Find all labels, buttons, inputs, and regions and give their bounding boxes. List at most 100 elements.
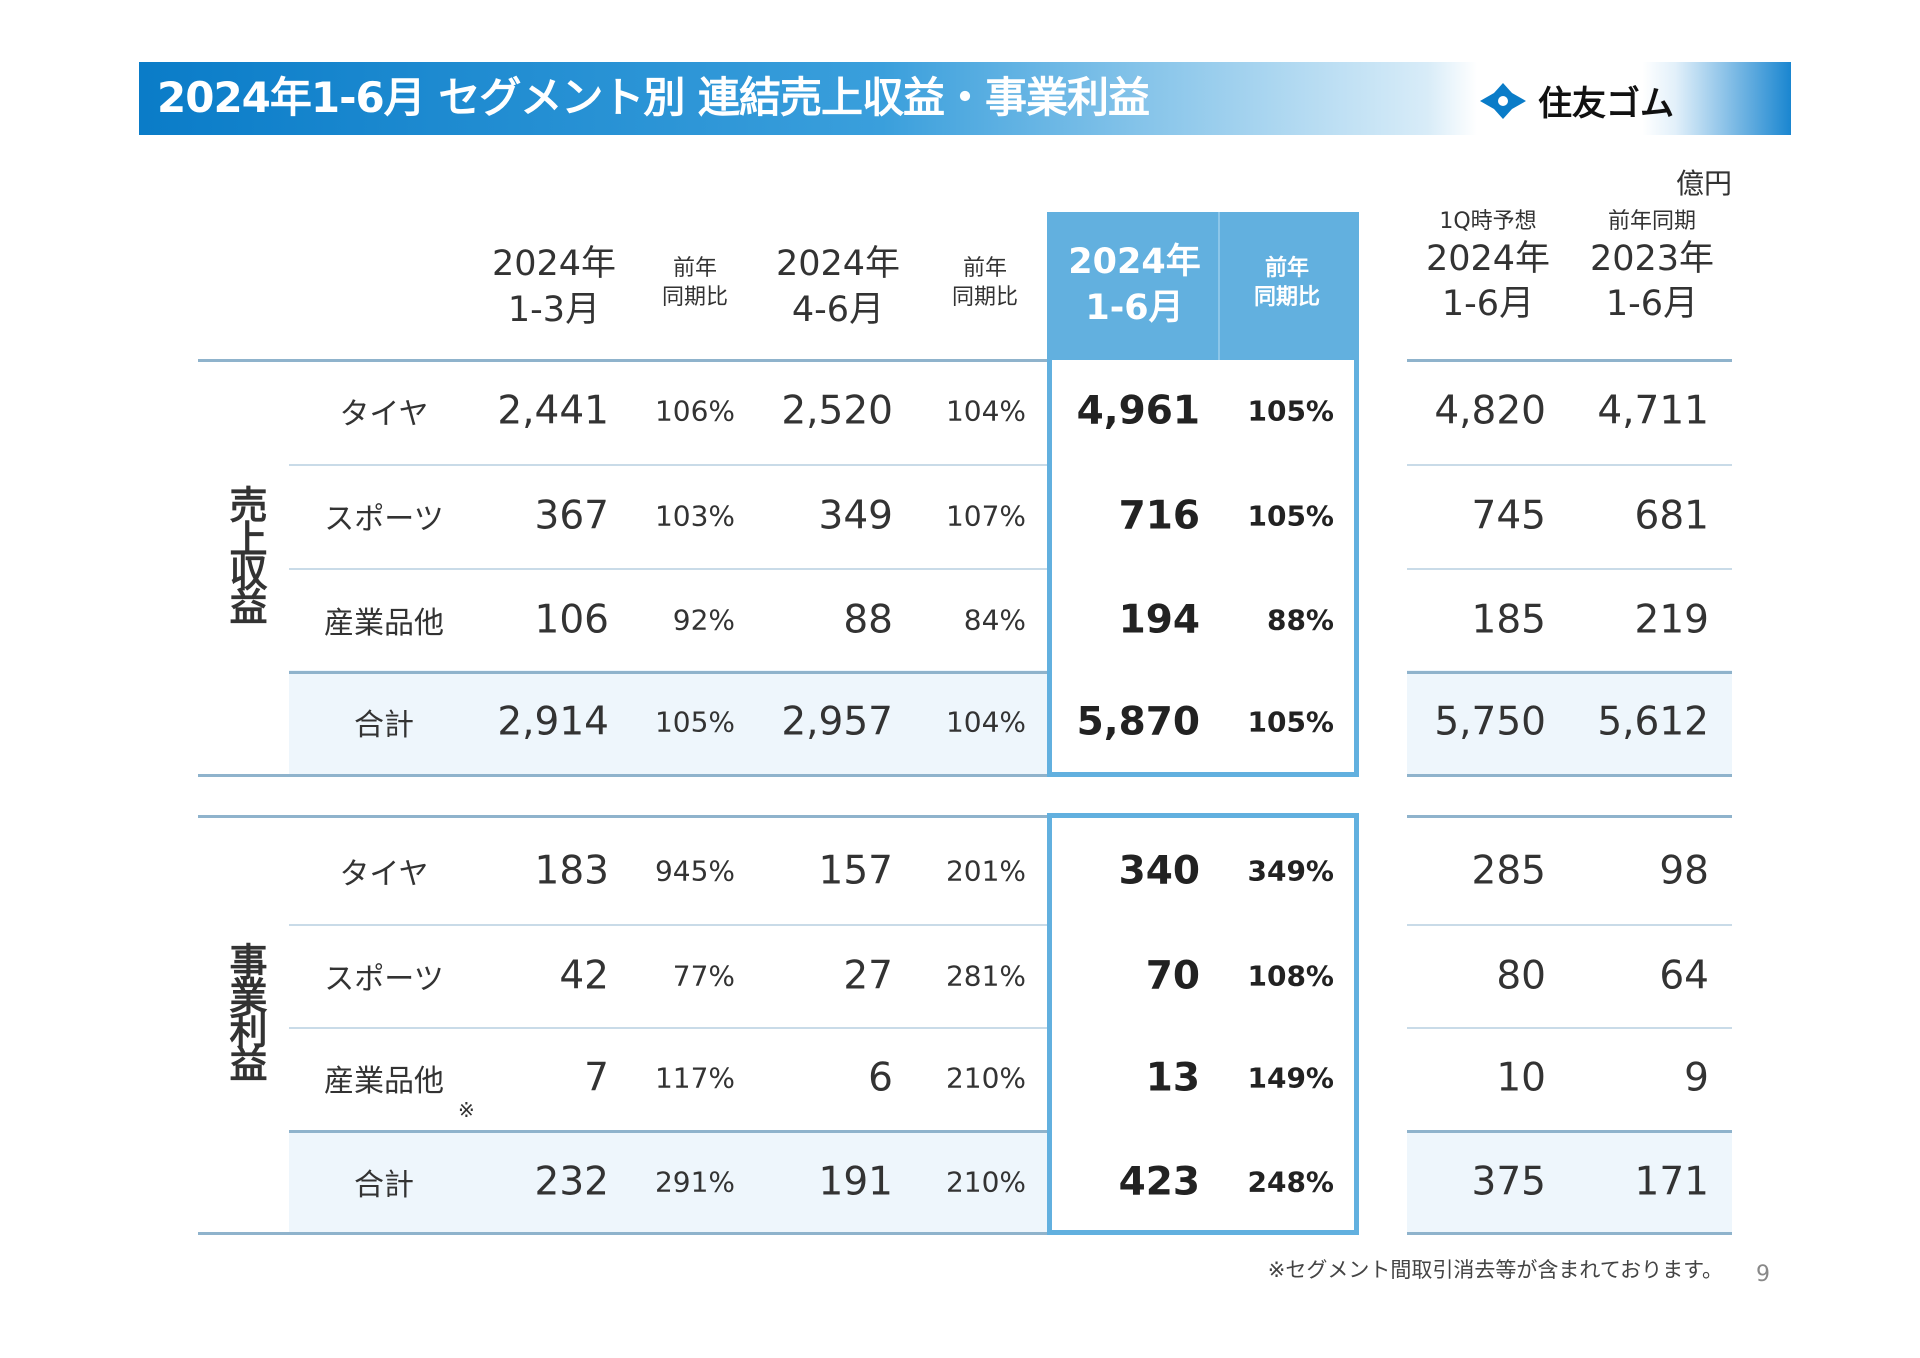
row-label: タイヤ (339, 397, 429, 432)
footnote-mark: ※ (458, 1098, 475, 1122)
cell-h1: 70 (1145, 953, 1200, 999)
row-separator (1407, 568, 1732, 570)
total-row-bg (1407, 670, 1732, 774)
row-separator (1407, 924, 1732, 926)
header-q2: 2024年 4-6月 (775, 244, 901, 330)
cell-q2: 157 (818, 848, 893, 894)
cell-q1: 183 (534, 848, 609, 894)
cell-q2-yoy: 104% (945, 394, 1026, 428)
row-separator (289, 464, 1047, 466)
cell-h1-yoy: 105% (1247, 394, 1334, 428)
page-number: 9 (1756, 1262, 1770, 1287)
cell-q1: 106 (534, 597, 609, 643)
cell-forecast: 745 (1471, 493, 1546, 539)
section-top-line (1407, 359, 1732, 362)
highlight-header-bg (1047, 212, 1359, 360)
cell-q2-yoy: 210% (945, 1165, 1026, 1199)
header-q1: 2024年 1-3月 (491, 244, 617, 330)
cell-h1: 423 (1118, 1159, 1200, 1205)
row-separator (1407, 464, 1732, 466)
row-separator (1407, 671, 1732, 674)
logo-mark-icon (1480, 82, 1526, 119)
header-divider (1218, 212, 1220, 360)
cell-h1-yoy: 349% (1247, 854, 1334, 888)
cell-q2-yoy: 107% (945, 499, 1026, 533)
cell-q2: 88 (843, 597, 893, 643)
row-label: スポーツ (324, 502, 444, 537)
cell-q2-yoy: 104% (945, 705, 1026, 739)
cell-q2: 27 (843, 953, 893, 999)
cell-h1: 340 (1118, 848, 1200, 894)
logo-text: 住友ゴム (1538, 84, 1674, 124)
cell-q1-yoy: 291% (654, 1165, 735, 1199)
header-prev: 前年同期 2023年 1-6月 (1589, 209, 1715, 325)
cell-q1: 2,441 (497, 388, 609, 434)
cell-prev: 98 (1659, 848, 1709, 894)
cell-h1-yoy: 88% (1266, 603, 1334, 637)
total-row-bg (289, 670, 1047, 774)
row-separator (289, 671, 1047, 674)
cell-prev: 4,711 (1597, 388, 1709, 434)
cell-forecast: 375 (1471, 1159, 1546, 1205)
row-label: スポーツ (324, 962, 444, 997)
cell-prev: 9 (1684, 1055, 1709, 1101)
cell-q1-yoy: 77% (672, 959, 735, 993)
cell-q2: 2,520 (781, 388, 893, 434)
cell-q2: 349 (818, 493, 893, 539)
cell-h1: 194 (1118, 597, 1200, 643)
cell-prev: 219 (1634, 597, 1709, 643)
highlight-box-profit (1047, 813, 1359, 1235)
cell-q1-yoy: 92% (672, 603, 735, 637)
cell-q2: 6 (868, 1055, 893, 1101)
row-separator (1407, 1027, 1732, 1029)
highlight-box-revenue (1047, 357, 1359, 777)
row-separator (1407, 1130, 1732, 1133)
cell-h1-yoy: 105% (1247, 499, 1334, 533)
unit-label: 億円 (1675, 167, 1732, 200)
cell-forecast: 285 (1471, 848, 1546, 894)
cell-forecast: 5,750 (1434, 699, 1546, 745)
cell-q2-yoy: 201% (945, 854, 1026, 888)
row-label: 合計 (354, 708, 414, 743)
row-label: 合計 (354, 1168, 414, 1203)
cell-q1: 2,914 (497, 699, 609, 745)
cell-q1-yoy: 106% (654, 394, 735, 428)
cell-forecast: 185 (1471, 597, 1546, 643)
header-q2-yoy: 前年 同期比 (951, 256, 1018, 310)
cell-h1: 716 (1118, 493, 1200, 539)
footnote: ※セグメント間取引消去等が含まれております。 (1267, 1258, 1723, 1282)
section-label: 売上収益 (223, 485, 268, 621)
row-separator (289, 924, 1047, 926)
cell-forecast: 4,820 (1434, 388, 1546, 434)
cell-q1-yoy: 945% (654, 854, 735, 888)
cell-prev: 681 (1634, 493, 1709, 539)
header-h1: 2024年 1-6月 (1068, 242, 1201, 328)
cell-h1-yoy: 149% (1247, 1061, 1334, 1095)
section-bottom-line (1407, 774, 1732, 777)
cell-q2: 191 (818, 1159, 893, 1205)
cell-forecast: 80 (1496, 953, 1546, 999)
cell-q1: 7 (584, 1055, 609, 1101)
section-bottom-line (198, 1232, 1047, 1235)
cell-prev: 171 (1634, 1159, 1709, 1205)
row-separator (289, 1027, 1047, 1029)
page-title: 2024年1-6月 セグメント別 連結売上収益・事業利益 (157, 73, 1150, 122)
row-label: タイヤ (339, 857, 429, 892)
cell-h1: 5,870 (1076, 699, 1200, 745)
cell-h1-yoy: 105% (1247, 705, 1334, 739)
cell-q2-yoy: 210% (945, 1061, 1026, 1095)
company-logo: 住友ゴム (1478, 76, 1674, 125)
total-row-bg (289, 1130, 1047, 1234)
row-separator (289, 568, 1047, 570)
section-label: 事業利益 (223, 942, 268, 1078)
cell-prev: 64 (1659, 953, 1709, 999)
cell-h1: 13 (1145, 1055, 1200, 1101)
header-h1-yoy: 前年 同期比 (1253, 256, 1320, 310)
header-forecast: 1Q時予想 2024年 1-6月 (1425, 209, 1551, 325)
row-separator (289, 1130, 1047, 1133)
cell-q1-yoy: 103% (654, 499, 735, 533)
section-top-line (198, 815, 1047, 818)
total-row-bg (1407, 1130, 1732, 1234)
row-label: 産業品他 (324, 606, 444, 641)
section-top-line (1407, 815, 1732, 818)
